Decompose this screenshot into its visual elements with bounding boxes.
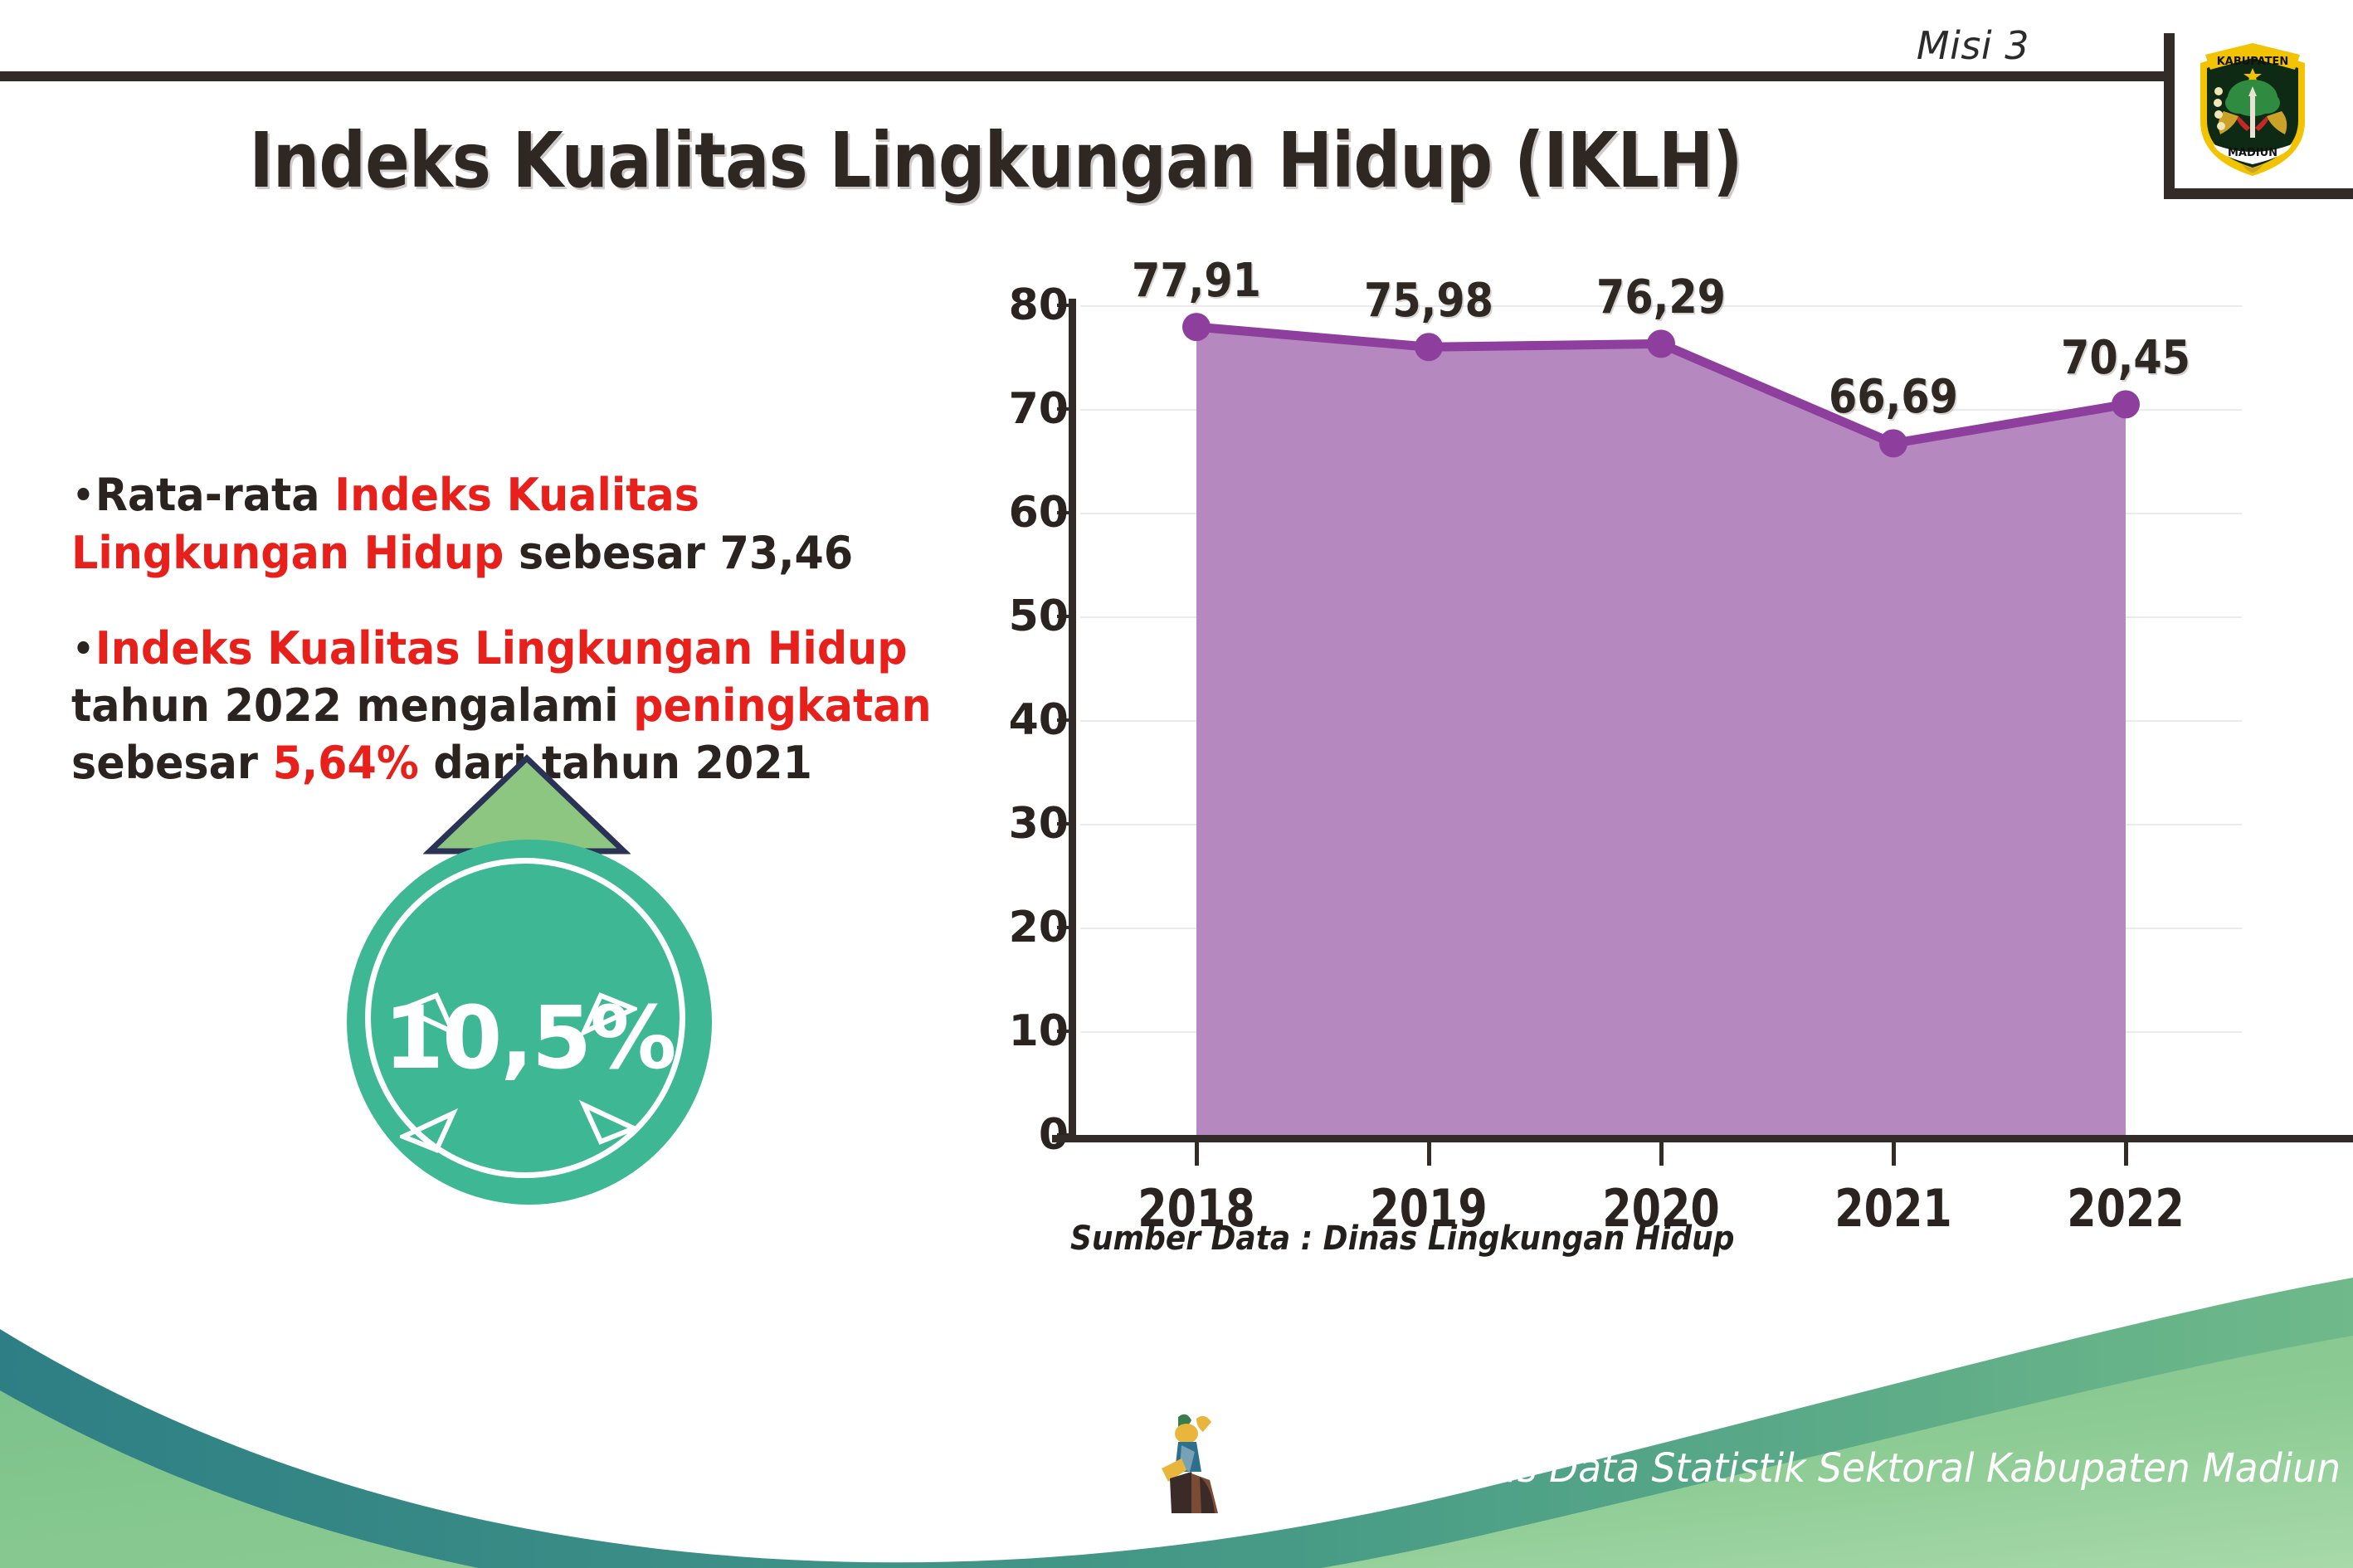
chart-data-point-marker <box>1647 329 1675 358</box>
bullet-plain-text: sebesar 73,46 <box>504 526 854 579</box>
chart-x-tick-mark <box>1892 1142 1896 1166</box>
chart-y-tick-label: 10 <box>1008 1006 1069 1056</box>
page-title: Indeks Kualitas Lingkungan Hidup (IKLH) <box>249 116 1742 205</box>
crest-bottom-text: MADIUN <box>2228 147 2277 159</box>
bullet-item-1: •Indeks Kualitas Lingkungan Hidup tahun … <box>71 620 945 792</box>
badge-value-text: 10,5% <box>383 987 677 1088</box>
bullet-highlight-text: peningkatan <box>633 679 932 733</box>
chart-x-axis-line <box>1052 1135 2353 1142</box>
badge-triangle-top-left-icon <box>397 991 459 1045</box>
chart-y-tick-label: 40 <box>1008 695 1069 745</box>
bullet-plain-text: dari tahun 2021 <box>418 737 812 790</box>
chart-y-tick-label: 80 <box>1008 280 1069 330</box>
chart-x-tick-mark <box>1195 1142 1199 1166</box>
footer-wave-decoration <box>0 1220 2353 1568</box>
chart-y-tick-mark <box>1057 615 1075 618</box>
bullet-marker-icon: • <box>71 471 95 521</box>
badge-triangle-bottom-left-icon <box>397 1105 459 1159</box>
chart-data-point-marker <box>1182 313 1211 342</box>
chart-y-tick-label: 60 <box>1008 488 1069 538</box>
chart-y-tick-mark <box>1057 926 1075 929</box>
badge-inner-ring <box>365 858 685 1178</box>
chart-data-label: 75,98 <box>1364 274 1493 329</box>
kabupaten-madiun-crest-logo: KABUPATEN MADIUN <box>2190 35 2315 180</box>
chart-y-tick-label: 20 <box>1008 903 1069 952</box>
badge-triangle-bottom-right-icon <box>578 1097 641 1151</box>
crest-top-text: KABUPATEN <box>2217 56 2289 68</box>
chart-x-tick-label: 2020 <box>1602 1178 1720 1239</box>
chart-x-tick-label: 2021 <box>1834 1178 1952 1239</box>
chart-y-tick-label: 30 <box>1008 799 1069 849</box>
header-divider-rule <box>0 71 2170 81</box>
bullet-highlight-text: 5,64% <box>272 737 419 790</box>
chart-x-tick-label: 2022 <box>2067 1178 2185 1239</box>
chart-data-point-marker <box>1879 429 1907 458</box>
chart-y-tick-label: 70 <box>1008 384 1069 434</box>
chart-gridline <box>1080 305 2242 307</box>
chart-y-tick-mark <box>1057 407 1075 411</box>
chart-data-label: 77,91 <box>1132 254 1261 309</box>
chart-x-tick-mark <box>1659 1142 1664 1166</box>
chart-y-tick-mark <box>1057 1030 1075 1033</box>
badge-triangle-top-right-icon <box>578 991 641 1045</box>
header-corner-bracket-vertical <box>2164 33 2175 199</box>
chart-y-axis-line <box>1069 299 1076 1138</box>
chart-data-label: 76,29 <box>1596 270 1726 325</box>
increase-badge: 10,5% <box>330 753 745 1205</box>
footer-text: Media Infografis Data Statistik Sektoral… <box>1233 1445 2353 1492</box>
misi-label: Misi 3 <box>1916 23 2029 68</box>
chart-y-tick-mark <box>1057 511 1075 514</box>
bullet-item-0: •Rata-rata Indeks Kualitas Lingkungan Hi… <box>71 466 945 582</box>
chart-x-tick-mark <box>1427 1142 1431 1166</box>
chart-y-tick-mark <box>1057 718 1075 722</box>
chart-data-point-marker <box>2112 390 2140 419</box>
chart-y-tick-mark <box>1057 304 1075 307</box>
chart-plot-area <box>1182 313 2140 1135</box>
chart-x-tick-mark <box>2124 1142 2128 1166</box>
bullet-plain-text: tahun 2022 mengalami <box>71 679 634 733</box>
bullet-plain-text: Rata-rata <box>95 469 335 521</box>
source-note: Sumber Data : Dinas Lingkungan Hidup <box>1070 1220 1735 1258</box>
bullet-plain-text: sebesar <box>71 737 273 790</box>
header-corner-bracket-horizontal <box>2164 188 2353 199</box>
chart-area-fill <box>1196 327 2126 1135</box>
chart-data-point-marker <box>1415 333 1443 362</box>
bullet-highlight-text: Indeks Kualitas Lingkungan Hidup <box>71 469 700 579</box>
chart-x-tick-label: 2019 <box>1370 1178 1488 1239</box>
media-infografis-logo <box>1153 1409 1233 1517</box>
chart-y-tick-label: 50 <box>1008 592 1069 641</box>
bullet-highlight-text: Indeks Kualitas Lingkungan Hidup <box>95 621 908 674</box>
chart-y-tick-mark <box>1057 822 1075 825</box>
summary-bullet-list: •Rata-rata Indeks Kualitas Lingkungan Hi… <box>71 466 1001 830</box>
chart-data-label: 66,69 <box>1829 370 1958 425</box>
bullet-marker-icon: • <box>71 624 95 674</box>
chart-x-tick-label: 2018 <box>1138 1178 1255 1239</box>
chart-data-label: 70,45 <box>2061 331 2190 386</box>
